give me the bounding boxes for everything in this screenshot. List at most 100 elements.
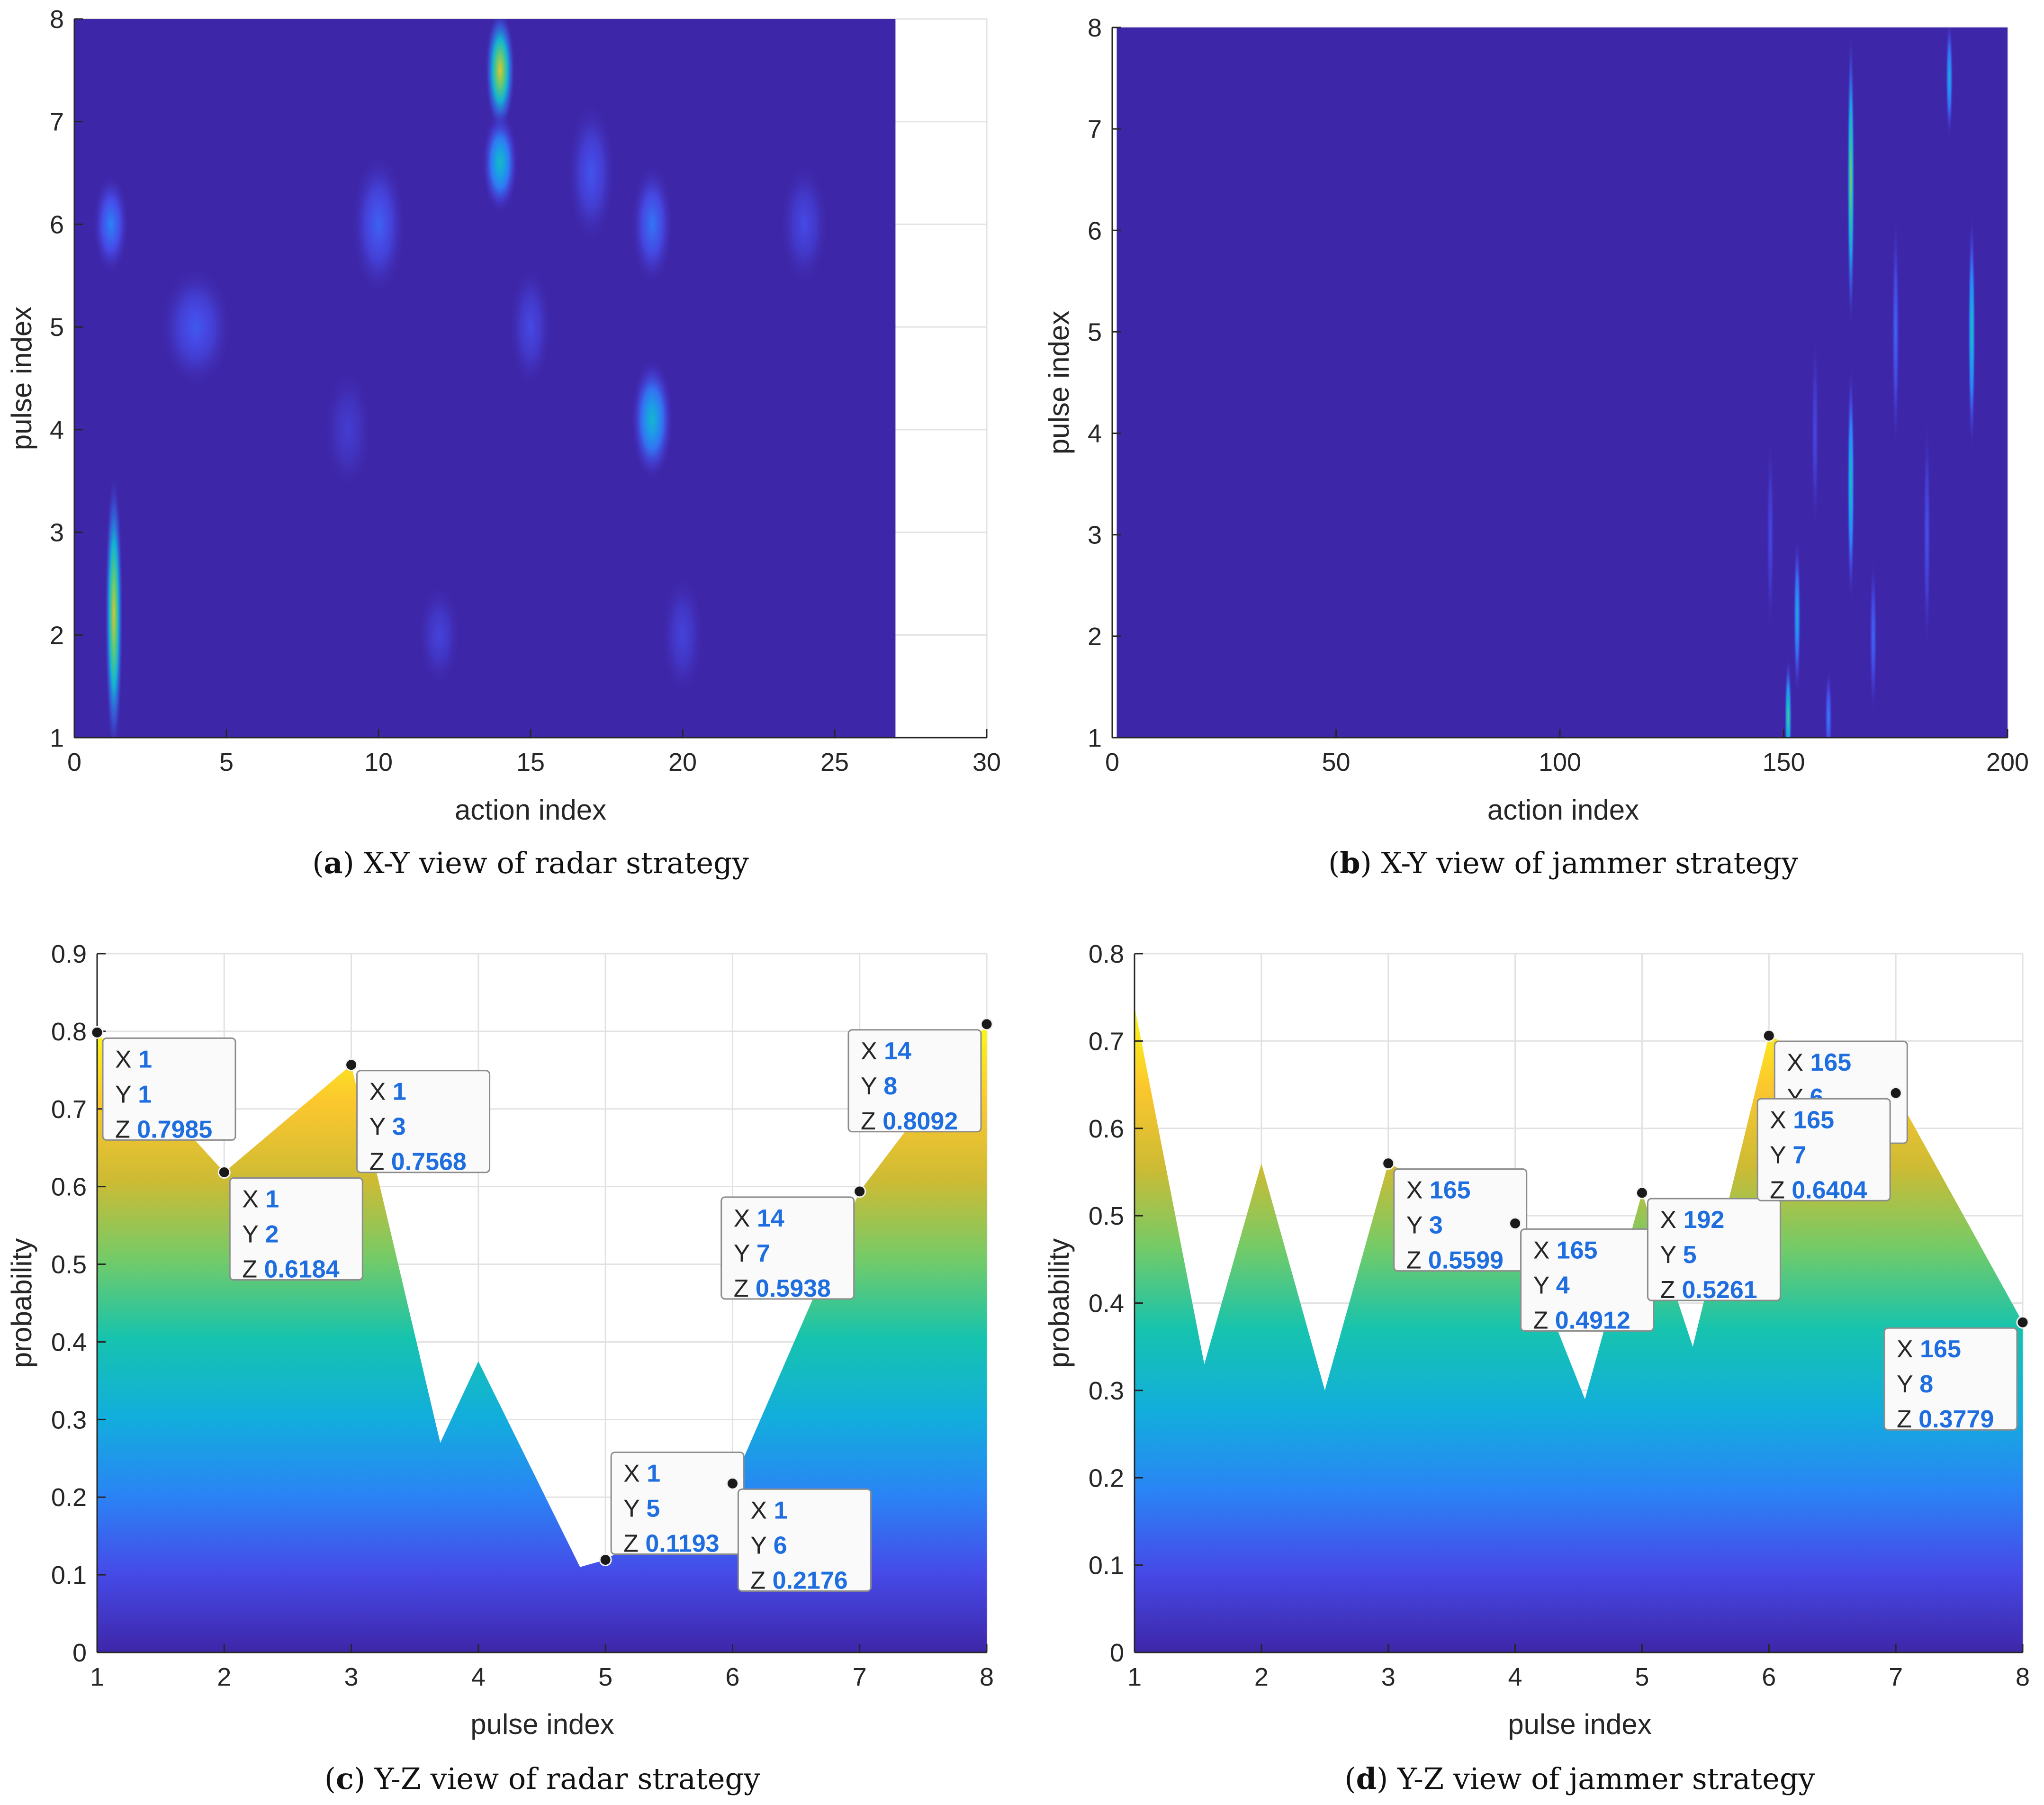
datatip-marker [726, 1477, 739, 1490]
heatmap-hotspot [1891, 210, 1900, 454]
datatip-box [1883, 1327, 2018, 1431]
panel-d-chart: 1 2 3 4 5 6 7 8 0 0.1 0.2 0.3 0.4 0.5 0.6 0.7 0.8 pulse i… [1043, 940, 2030, 1740]
y-tick-label: 0.6 [51, 1173, 87, 1201]
datatip-x-row: X 165 [1406, 1177, 1471, 1204]
datatip[interactable]: X 1 Y 5 Z 0.1193 [610, 1451, 745, 1557]
datatip-box [1647, 1198, 1781, 1301]
datatip-marker [1635, 1186, 1648, 1200]
x-tick-label: 3 [344, 1663, 359, 1691]
y-tick-label: 0.3 [51, 1406, 87, 1434]
heatmap-hotspot [661, 573, 704, 697]
y-tick-label: 0.8 [1089, 940, 1124, 968]
y-tick-label: 7 [50, 108, 64, 136]
panel-b-y-axis-label: pulse index [1043, 311, 1075, 455]
y-tick-label: 6 [50, 210, 64, 239]
datatip-z-row: Z 0.4912 [1533, 1307, 1630, 1334]
datatip-y-row: Y 2 [242, 1221, 279, 1248]
panel-c-chart: 1 2 3 4 5 6 7 8 0 0.1 0.2 0.3 0.4 0.5 0.6 0.7 0.8 0.9 puls… [6, 940, 994, 1740]
panel-c-x-axis-label: pulse index [470, 1708, 614, 1740]
x-tick-label: 6 [725, 1663, 739, 1691]
panel-a-axes: 0 5 10 15 20 25 30 1 2 3 4 5 6 7 8 action index pulse in… [6, 5, 1001, 826]
y-tick-label: 0 [1110, 1639, 1124, 1667]
heatmap-hotspot [1847, 27, 1855, 332]
heatmap-hotspot [105, 470, 123, 738]
datatip-z-row: Z 0.7985 [115, 1116, 212, 1143]
datatip-box [1393, 1168, 1528, 1272]
datatip[interactable]: X 1 Y 1 Z 0.7985 [102, 1037, 236, 1143]
panel-b-x-axis-label: action index [1487, 794, 1639, 826]
datatip[interactable]: X 1 Y 2 Z 0.6184 [229, 1177, 363, 1283]
y-tick-label: 0.1 [1089, 1552, 1124, 1580]
y-tick-label: 8 [50, 5, 64, 34]
y-tick-label: 0.4 [1089, 1290, 1124, 1318]
panel-a-caption: (a) X-Y view of radar strategy [312, 846, 749, 880]
datatip-y-row: Y 1 [115, 1081, 152, 1108]
datatip[interactable]: X 1 Y 3 Z 0.7568 [356, 1070, 491, 1176]
datatip-y-row: Y 8 [1897, 1371, 1933, 1398]
datatip[interactable]: X 1 Y 6 Z 0.2176 [737, 1488, 872, 1594]
y-tick-label: 3 [1088, 521, 1102, 550]
panel-c-datatips: X 1 Y 1 Z 0.7985 X 1 Y 2 Z 0.6184 X 1 Y 3 Z 0.75… [90, 1018, 993, 1594]
datatip-z-row: Z 0.5599 [1406, 1247, 1504, 1274]
datatip-marker [853, 1185, 866, 1198]
y-tick-label: 1 [1088, 724, 1102, 752]
panel-b-hotspots [1766, 27, 1976, 738]
datatip[interactable]: X 165 Y 8 Z 0.3779 [1883, 1327, 2018, 1433]
datatip-marker [217, 1166, 231, 1179]
datatip-x-row: X 1 [369, 1078, 406, 1106]
heatmap-hotspot [159, 265, 233, 389]
y-tick-label: 8 [1088, 14, 1102, 42]
datatip-marker [90, 1026, 104, 1039]
datatip[interactable]: X 165 Y 4 Z 0.4912 [1520, 1228, 1655, 1334]
datatip-marker [2016, 1316, 2029, 1329]
datatip[interactable]: X 192 Y 5 Z 0.5261 [1647, 1198, 1781, 1304]
heatmap-hotspot [567, 101, 616, 245]
datatip-z-row: Z 0.6404 [1770, 1176, 1867, 1204]
x-tick-label: 20 [668, 748, 697, 776]
heatmap-hotspot [780, 162, 829, 286]
datatip[interactable]: X 165 Y 7 Z 0.6404 [1756, 1098, 1891, 1204]
datatip-box [229, 1177, 363, 1281]
heatmap-hotspot [1968, 210, 1976, 454]
x-tick-label: 1 [90, 1663, 104, 1691]
datatip[interactable]: X 14 Y 8 Z 0.8092 [847, 1029, 982, 1135]
panel-d-axes: 1 2 3 4 5 6 7 8 0 0.1 0.2 0.3 0.4 0.5 0.6 0.7 0.8 pulse i… [1043, 940, 2030, 1740]
y-tick-label: 4 [1088, 420, 1102, 448]
datatip[interactable]: X 165 Y 3 Z 0.5599 [1393, 1168, 1528, 1274]
datatip-box [102, 1037, 236, 1141]
datatip-z-row: Z 0.5938 [734, 1275, 831, 1302]
heatmap-hotspot [482, 111, 519, 214]
x-tick-label: 10 [364, 748, 393, 776]
panel-a-x-axis-label: action index [455, 794, 606, 826]
panel-a-hotspots [92, 19, 829, 738]
heatmap-hotspot [1793, 534, 1801, 697]
panel-a-y-axis-label: pulse index [6, 307, 37, 451]
y-tick-label: 0.1 [51, 1561, 87, 1589]
datatip-box [737, 1488, 872, 1592]
datatip-marker [345, 1058, 358, 1072]
datatip[interactable]: X 14 Y 7 Z 0.5938 [720, 1196, 855, 1302]
y-tick-label: 0.2 [1089, 1464, 1124, 1492]
datatip-y-row: Y 5 [623, 1495, 660, 1522]
datatip-x-row: X 1 [115, 1046, 152, 1073]
datatip-box [720, 1196, 855, 1300]
datatip-y-row: Y 3 [369, 1113, 406, 1141]
x-tick-label: 200 [1986, 748, 2029, 776]
panel-b-axes: 0 50 100 150 200 1 2 3 4 5 6 7 8 action index pulse in… [1043, 14, 2029, 826]
panel-b-chart: 0 50 100 150 200 1 2 3 4 5 6 7 8 action index pulse in… [1043, 14, 2029, 826]
heatmap-hotspot [485, 19, 515, 132]
datatip-y-row: Y 5 [1660, 1241, 1696, 1269]
datatip-x-row: X 1 [242, 1186, 279, 1213]
y-tick-label: 0.5 [1089, 1202, 1124, 1230]
heatmap-hotspot [351, 152, 406, 297]
x-tick-label: 4 [1508, 1663, 1522, 1691]
y-tick-label: 4 [50, 416, 64, 444]
heatmap-hotspot [1811, 332, 1819, 535]
heatmap-hotspot [1825, 667, 1832, 738]
datatip-y-row: Y 3 [1406, 1212, 1443, 1239]
x-tick-label: 3 [1381, 1663, 1396, 1691]
datatip-x-row: X 14 [861, 1038, 911, 1065]
x-tick-label: 4 [471, 1663, 486, 1691]
y-tick-label: 0.8 [51, 1018, 87, 1046]
panel-d-y-axis-label: probability [1043, 1238, 1075, 1368]
